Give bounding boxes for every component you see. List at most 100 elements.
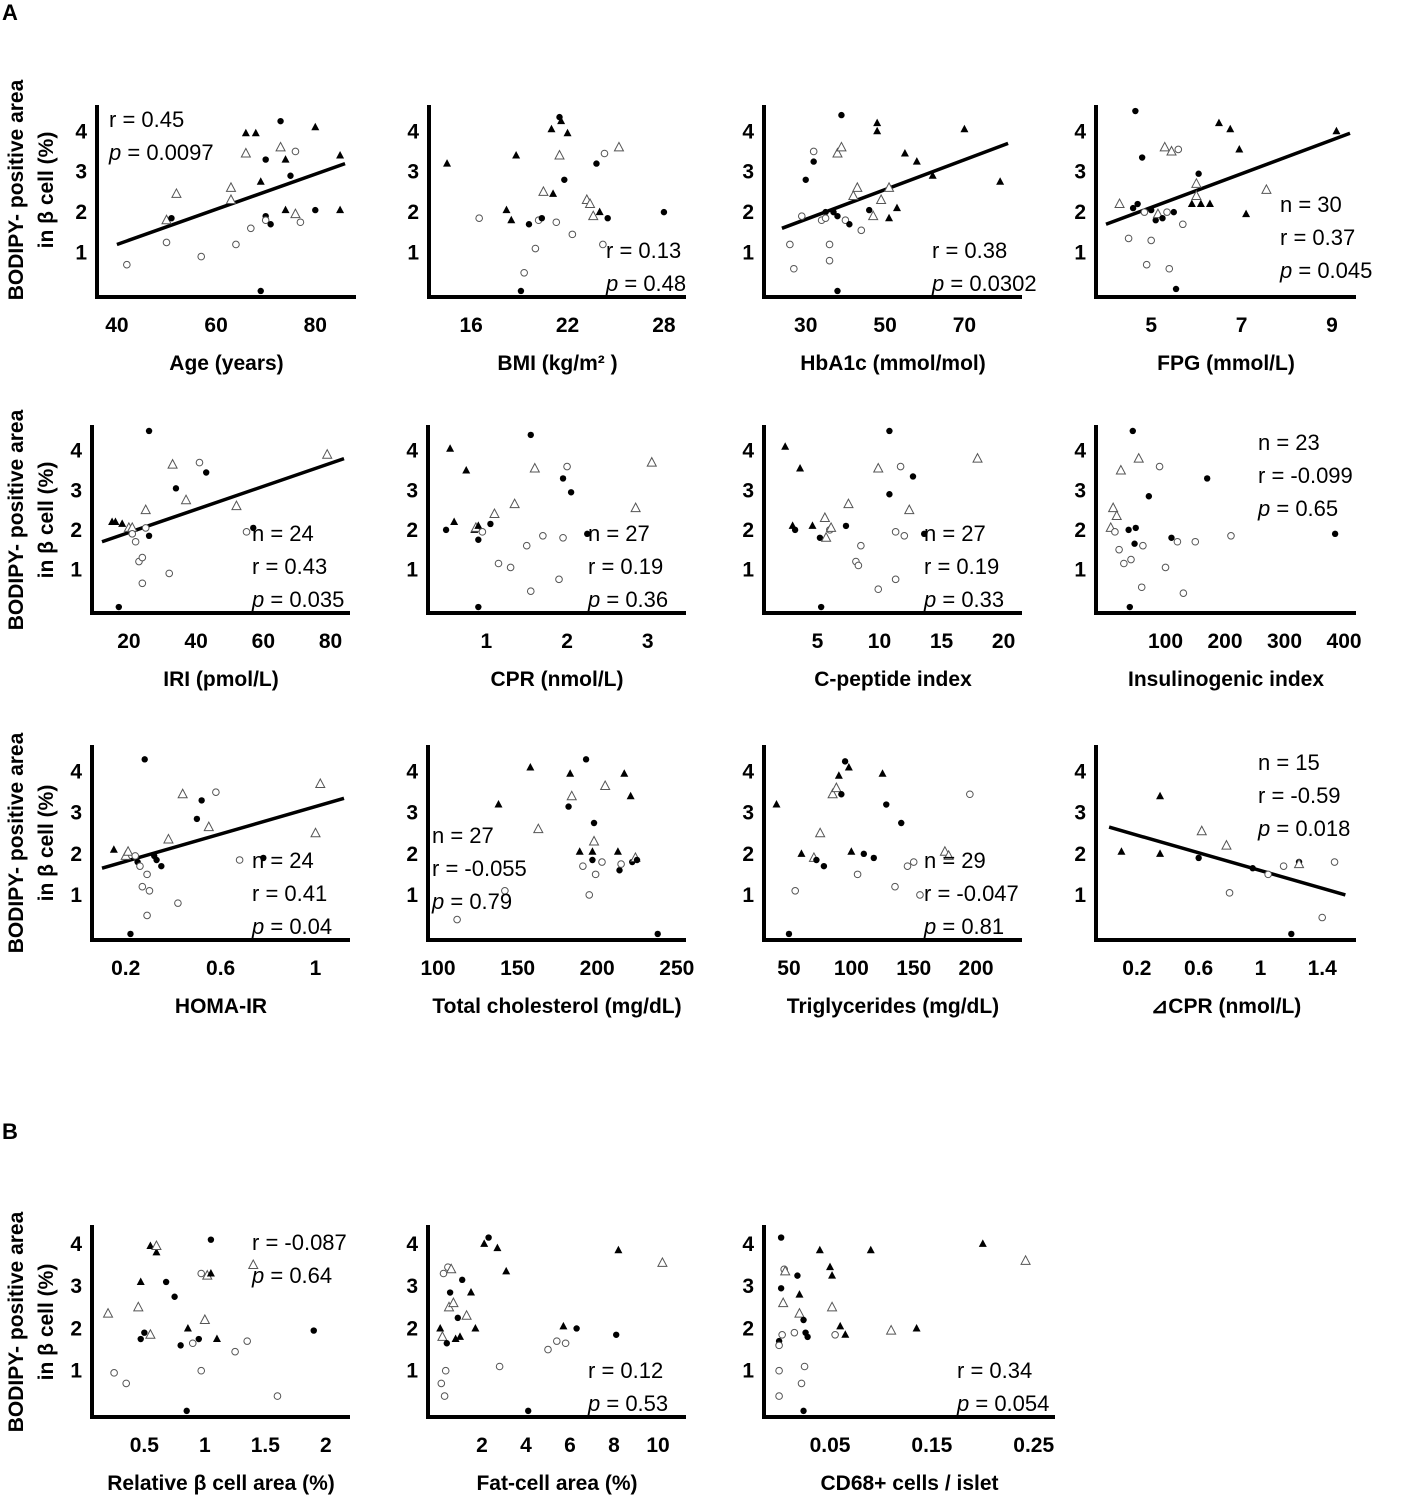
regression-line (781, 141, 1009, 230)
point-open-triangle (885, 1324, 897, 1335)
point-open-circle (568, 230, 577, 239)
point-filled-circle (538, 214, 546, 222)
point-filled-circle (168, 214, 175, 222)
x-tick-label: 3 (642, 630, 654, 653)
point-open-circle (553, 1337, 561, 1345)
x-tick-label: 7 (1236, 314, 1248, 337)
p-value-label: p = 0.04 (251, 914, 332, 939)
x-axis-label: IRI (pmol/L) (163, 668, 278, 691)
point-filled-circle (172, 485, 180, 492)
point-open-circle (143, 911, 151, 920)
point-open-circle (561, 1339, 570, 1348)
y-label-line1: BODIPY- positive area (5, 409, 28, 630)
p-value-label: p = 0.045 (1279, 258, 1372, 283)
point-filled-triangle (146, 1241, 155, 1250)
point-open-triangle (225, 181, 237, 192)
point-open-triangle (225, 193, 237, 204)
point-filled-triangle (1226, 124, 1235, 133)
point-open-triangle (903, 504, 915, 515)
point-open-circle (1179, 220, 1187, 229)
x-tick-label: 200 (959, 957, 994, 980)
x-tick-label: 1 (1255, 957, 1267, 980)
point-open-circle (775, 1366, 783, 1375)
point-open-circle (903, 862, 912, 870)
n-label: n = 30 (1280, 192, 1342, 217)
point-filled-circle (559, 475, 567, 482)
scatter-plot-5: 1 2 3 4 20 40 60 80 IRI (pmol/L) n = 24 r = 0.43 p … (70, 425, 350, 691)
y-tick-label: 2 (406, 843, 418, 866)
point-open-triangle (199, 1313, 211, 1324)
y-tick-label: 1 (742, 1360, 754, 1383)
point-open-circle (174, 899, 182, 907)
point-open-circle (501, 887, 509, 895)
point-filled-triangle (281, 205, 290, 214)
point-filled-circle (830, 208, 837, 216)
point-open-triangle (657, 1256, 668, 1267)
y-tick-label: 2 (742, 201, 754, 224)
point-filled-circle (920, 530, 928, 538)
point-filled-circle (517, 287, 525, 295)
scatter-plot-2: 1 2 3 4 16 22 28 BMI (kg/m² ) r = 0.13 p = 0.48 (407, 105, 686, 375)
point-open-triangle (827, 788, 838, 799)
y-tick-label: 2 (742, 843, 754, 866)
point-open-circle (495, 1362, 504, 1371)
point-open-circle (853, 870, 862, 879)
point-open-circle (131, 537, 140, 546)
x-tick-label: 4 (520, 1434, 532, 1457)
point-open-triangle (140, 504, 152, 515)
point-filled-circle (250, 524, 257, 532)
point-open-triangle (1115, 464, 1127, 475)
point-filled-circle (1134, 200, 1141, 208)
panel-label-a: A (2, 0, 18, 25)
scatter-plot-13: 1 2 3 4 0.5 1 1.5 2 Relative β cell area (%) r = … (70, 1225, 350, 1495)
point-filled-circle (804, 1333, 811, 1341)
x-tick-label: 0.6 (206, 957, 235, 980)
scatter-plot-11: 1 2 3 4 50 100 150 200 Triglycerides (mg/dL) n = … (742, 745, 1022, 1018)
point-filled-circle (260, 854, 267, 862)
x-tick-label: 70 (953, 314, 976, 337)
y-tick-label: 1 (406, 884, 418, 907)
point-open-circle (165, 569, 174, 578)
regression-line (101, 796, 345, 870)
point-open-circle (1174, 145, 1183, 154)
x-tick-label: 40 (184, 630, 207, 653)
point-open-triangle (820, 531, 832, 542)
point-filled-circle (141, 1329, 148, 1336)
point-open-circle (273, 1392, 282, 1400)
x-tick-label: 60 (204, 314, 227, 337)
x-tick-label: 1 (310, 957, 322, 980)
point-open-triangle (102, 1307, 114, 1318)
y-tick-label: 2 (75, 201, 87, 224)
scatter-plot-6: 1 2 3 4 1 2 3 CPR (nmol/L) n = 27 r = 0.19 p = 0.3… (406, 425, 686, 691)
point-filled-circle (145, 532, 153, 540)
point-filled-circle (584, 530, 591, 538)
r-label: r = 0.12 (588, 1358, 663, 1383)
point-open-circle (854, 561, 863, 570)
point-filled-circle (193, 815, 201, 823)
x-tick-label: 150 (896, 957, 931, 980)
point-open-circle (598, 858, 606, 866)
regression-line (1108, 825, 1346, 897)
x-tick-label: 8 (608, 1434, 620, 1457)
point-open-circle (857, 541, 865, 550)
point-filled-circle (909, 473, 917, 480)
r-label: r = -0.099 (1258, 463, 1353, 488)
point-open-triangle (826, 1301, 838, 1312)
x-tick-label: 150 (500, 957, 535, 980)
point-filled-circle (525, 221, 533, 228)
point-open-circle (786, 240, 794, 249)
point-open-triangle (867, 210, 879, 221)
point-filled-triangle (844, 763, 853, 771)
y-tick-label: 3 (406, 479, 418, 502)
point-open-circle (563, 462, 571, 471)
point-filled-circle (567, 489, 575, 496)
scatter-plot-4: 1 2 3 4 5 7 9 FPG (mmol/L) n = 30 r = 0.37 p = 0.0… (1074, 105, 1372, 375)
point-open-circle (896, 462, 905, 471)
y-label-line1: BODIPY- positive area (5, 732, 28, 953)
y-tick-label: 2 (70, 1317, 82, 1340)
point-filled-triangle (575, 847, 584, 855)
x-tick-label: 5 (1145, 314, 1157, 337)
y-tick-label: 3 (75, 161, 87, 184)
x-tick-label: 200 (580, 957, 615, 980)
point-filled-triangle (183, 1323, 192, 1332)
